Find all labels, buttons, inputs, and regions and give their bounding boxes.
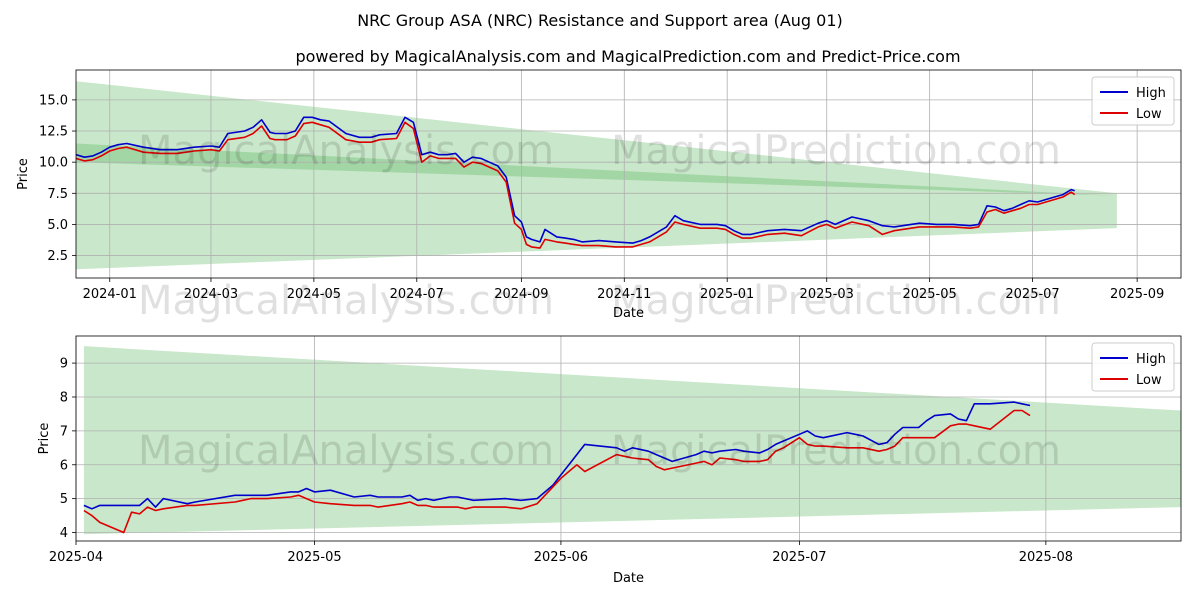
legend-box bbox=[1091, 76, 1175, 126]
y-tick-label: 6 bbox=[60, 458, 68, 473]
chart-title: NRC Group ASA (NRC) Resistance and Suppo… bbox=[357, 11, 843, 30]
legend-low-label: Low bbox=[1136, 373, 1162, 388]
low-series-line bbox=[83, 409, 1031, 534]
x-tick-label: 2024-01 bbox=[83, 287, 137, 302]
x-tick-label: 2025-05 bbox=[902, 287, 956, 302]
y-tick-label: 4 bbox=[60, 526, 68, 541]
y-tick-label: 2.5 bbox=[47, 249, 68, 264]
y-tick-label: 12.5 bbox=[39, 125, 68, 140]
top-chart-panel: 2024-01 2024-03 2024-05 2024-07 2024-09 2024-… bbox=[16, 69, 1182, 324]
support-band bbox=[83, 373, 1181, 535]
low-series-line bbox=[76, 121, 1076, 249]
watermark-prediction-2: MagicalPrediction.com bbox=[611, 278, 1061, 324]
y-tick-label: 7.5 bbox=[47, 187, 68, 202]
x-tick-label: 2025-07 bbox=[772, 550, 826, 565]
x-tick-label: 2025-04 bbox=[49, 550, 103, 565]
watermark-analysis-2: MagicalAnalysis.com bbox=[138, 278, 554, 324]
legend-box bbox=[1091, 342, 1175, 392]
legend-high-label: High bbox=[1136, 86, 1166, 101]
support-band bbox=[76, 143, 1117, 270]
y-tick-label: 15.0 bbox=[39, 93, 68, 108]
watermark-prediction: MagicalPrediction.com bbox=[611, 428, 1061, 474]
y-tick-label: 9 bbox=[60, 357, 68, 372]
x-tick-label: 2025-06 bbox=[534, 550, 588, 565]
x-tick-label: 2024-03 bbox=[184, 287, 238, 302]
resistance-band bbox=[83, 346, 1181, 418]
x-tick-label: 2025-08 bbox=[1019, 550, 1073, 565]
x-tick-label: 2024-09 bbox=[494, 287, 548, 302]
legend-low-label: Low bbox=[1136, 107, 1162, 122]
y-tick-label: 7 bbox=[60, 424, 68, 439]
legend: High Low bbox=[1091, 76, 1175, 126]
watermark-analysis: MagicalAnalysis.com bbox=[138, 428, 554, 474]
x-tick-label: 2025-05 bbox=[287, 550, 341, 565]
y-tick-label: 5 bbox=[60, 492, 68, 507]
x-tick-label: 2024-11 bbox=[597, 287, 651, 302]
x-tick-label: 2025-01 bbox=[700, 287, 754, 302]
x-tick-label: 2025-07 bbox=[1005, 287, 1059, 302]
y-tick-label: 5.0 bbox=[47, 218, 68, 233]
y-tick-label: 8 bbox=[60, 390, 68, 405]
plot-frame bbox=[75, 335, 1182, 542]
x-axis-label: Date bbox=[613, 306, 644, 321]
x-tick-label: 2024-07 bbox=[390, 287, 444, 302]
y-axis-label: Price bbox=[16, 158, 31, 190]
plot-frame bbox=[75, 69, 1182, 279]
x-tick-label: 2025-09 bbox=[1110, 287, 1164, 302]
x-axis-label: Date bbox=[613, 571, 644, 586]
bottom-chart-panel: 2025-04 2025-05 2025-06 2025-07 2025-08 4 5 6 7 8… bbox=[37, 335, 1182, 586]
legend-high-label: High bbox=[1136, 352, 1166, 367]
x-tick-label: 2024-05 bbox=[287, 287, 341, 302]
y-tick-label: 10.0 bbox=[39, 156, 68, 171]
high-series-line bbox=[83, 401, 1031, 510]
y-axis-label: Price bbox=[37, 423, 52, 455]
watermark-prediction: MagicalPrediction.com bbox=[611, 128, 1061, 174]
x-tick-label: 2025-03 bbox=[800, 287, 854, 302]
chart-subtitle: powered by MagicalAnalysis.com and Magic… bbox=[295, 47, 960, 66]
legend: High Low bbox=[1091, 342, 1175, 392]
resistance-band bbox=[76, 81, 1117, 196]
high-series-line bbox=[76, 116, 1075, 244]
watermark-analysis: MagicalAnalysis.com bbox=[138, 128, 554, 174]
